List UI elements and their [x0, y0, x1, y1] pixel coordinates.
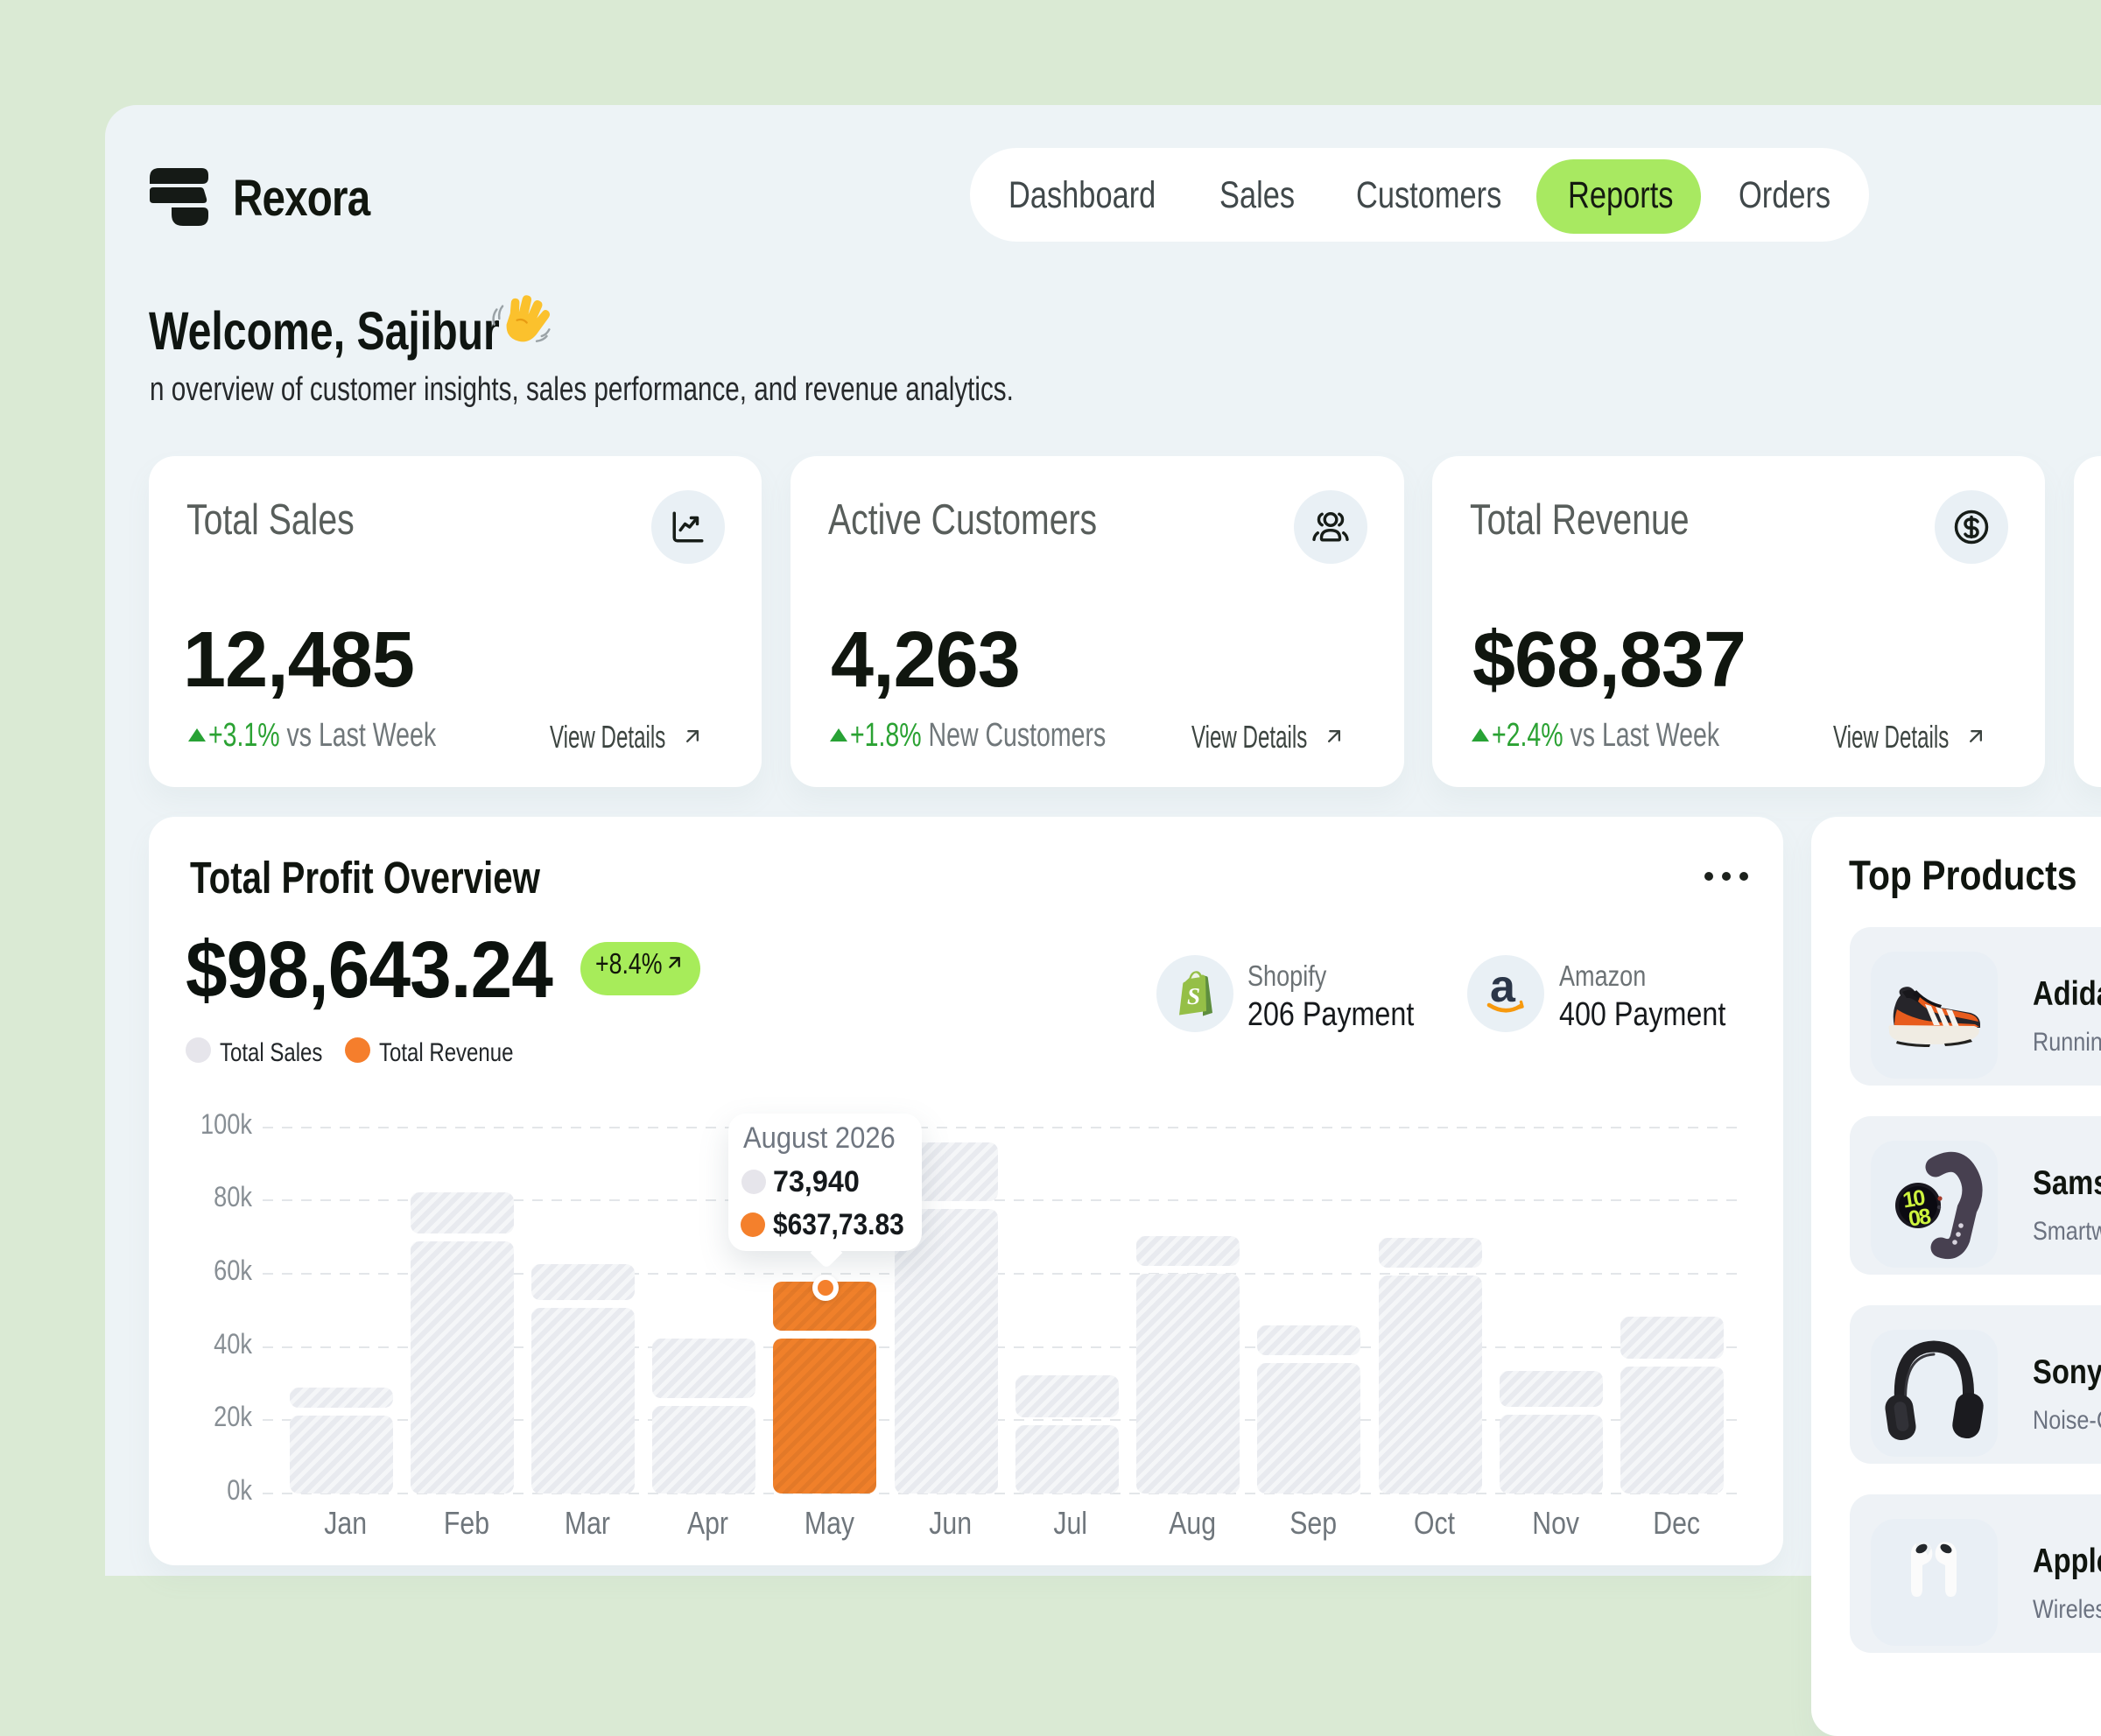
svg-text:a: a: [1490, 963, 1516, 1012]
svg-text:10: 10: [1901, 1185, 1927, 1213]
svg-text:S: S: [1187, 983, 1200, 1009]
